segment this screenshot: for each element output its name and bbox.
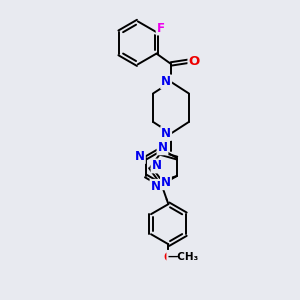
Text: —CH₃: —CH₃: [167, 252, 199, 262]
Text: O: O: [164, 251, 173, 264]
Text: F: F: [157, 22, 165, 34]
Text: N: N: [161, 127, 171, 140]
Text: N: N: [135, 150, 145, 163]
Text: N: N: [161, 176, 171, 189]
Text: N: N: [161, 75, 171, 88]
Text: N: N: [150, 180, 161, 193]
Text: N: N: [152, 160, 161, 172]
Text: N: N: [158, 141, 167, 154]
Text: O: O: [188, 55, 200, 68]
